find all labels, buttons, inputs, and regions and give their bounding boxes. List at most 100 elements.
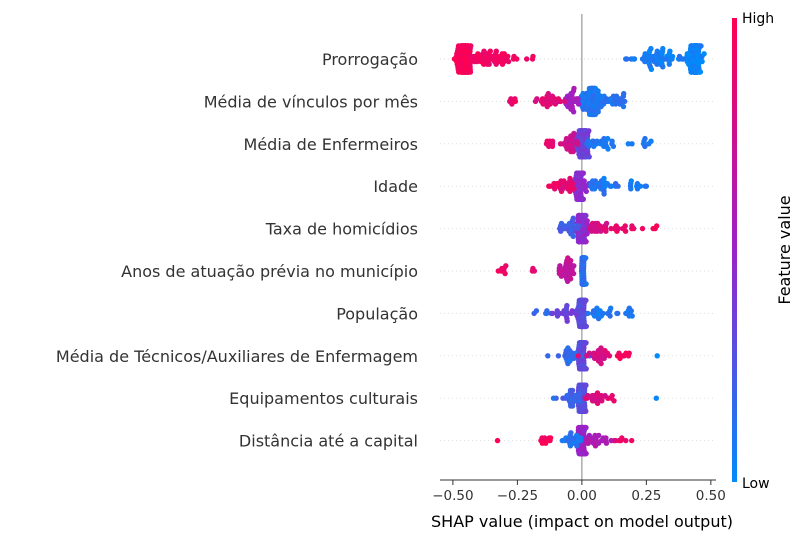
shap-point [600,98,606,105]
shap-point [625,141,631,147]
x-tick-label: 0.00 [567,488,597,504]
shap-point [603,440,610,446]
shap-point [629,437,635,444]
shap-point [574,432,580,439]
x-axis-label: SHAP value (impact on model output) [431,512,733,531]
shap-point [699,58,705,65]
shap-point [545,90,551,97]
shap-point [631,225,637,232]
shap-point [680,56,686,62]
shap-point [606,353,613,359]
shap-point [467,69,474,75]
shap-point [586,154,592,160]
shap-point [505,58,512,65]
shap-point [583,323,589,330]
shap-point [545,353,551,359]
shap-point [615,310,621,317]
shap-point [539,96,546,102]
shap-point [628,178,634,184]
shap-point [630,56,636,62]
shap-point [558,98,564,105]
shap-point [608,183,614,189]
shap-point [594,138,600,144]
shap-point [570,270,577,277]
shap-point [585,392,591,399]
shap-point [575,96,581,102]
shap-point [608,305,614,311]
feature-label: Média de Técnicos/Auxiliares de Enfermag… [56,347,418,366]
shap-point [534,96,540,102]
shap-point [578,435,584,441]
shap-point [575,353,581,359]
shap-point [564,302,570,309]
shap-point [564,318,570,324]
shap-point [626,350,632,356]
shap-point [569,387,576,394]
shap-point [596,432,602,439]
x-tick-label: 0.25 [631,488,661,504]
shap-point [571,130,577,137]
shap-point [503,263,509,269]
shap-point [583,366,589,372]
x-tick-label: −0.25 [497,488,538,504]
shap-point [569,180,576,187]
shap-point [620,103,627,110]
shap-point [643,183,649,189]
shap-point [600,310,606,317]
colorbar: High Low Feature value [732,11,794,492]
shap-point [583,340,589,346]
shap-point [547,435,554,441]
feature-label: Média de Enfermeiros [244,135,418,154]
shap-point [579,353,586,359]
shap-point [667,48,673,54]
shap-point [487,48,493,54]
shap-point [603,220,610,227]
shap-point [468,43,474,49]
colorbar-low-label: Low [742,476,770,492]
shap-point [669,53,676,60]
shap-point [514,56,520,62]
shap-point [567,358,573,364]
shap-point [583,408,589,414]
shap-point [615,183,621,189]
shap-point [624,56,630,62]
shap-point [595,109,601,115]
shap-point [584,218,590,224]
shap-point [574,308,580,314]
shap-point [601,191,607,197]
shap-point [654,223,660,229]
shap-point [530,53,536,60]
shap-point [567,188,573,195]
shap-point [512,98,519,105]
x-tick-label: 0.50 [696,488,726,504]
shap-point [594,400,601,407]
shap-point [611,398,617,404]
shap-point [619,435,625,441]
feature-label: Taxa de homicídios [265,220,418,239]
x-tick-label: −0.50 [432,488,473,504]
shap-point [701,51,707,57]
shap-point [698,43,704,49]
shap-point [610,143,617,150]
shap-point [549,310,556,317]
shap-point [583,450,589,457]
shap-point [569,403,576,409]
shap-point [568,430,574,436]
shap-point [494,437,501,444]
shap-point [505,53,511,60]
shap-point [583,238,589,245]
shap-point [601,175,607,182]
shap-point [629,141,635,147]
feature-label: Média de vínculos por mês [204,92,418,111]
shap-point [623,437,629,444]
shap-point [570,233,576,240]
shap-point [605,135,611,142]
shap-point [557,263,563,269]
shap-point [533,308,540,314]
shap-point [583,212,589,219]
shap-point [637,183,644,189]
shap-point [639,225,646,232]
shap-point [594,390,601,396]
shap-point [598,345,604,351]
